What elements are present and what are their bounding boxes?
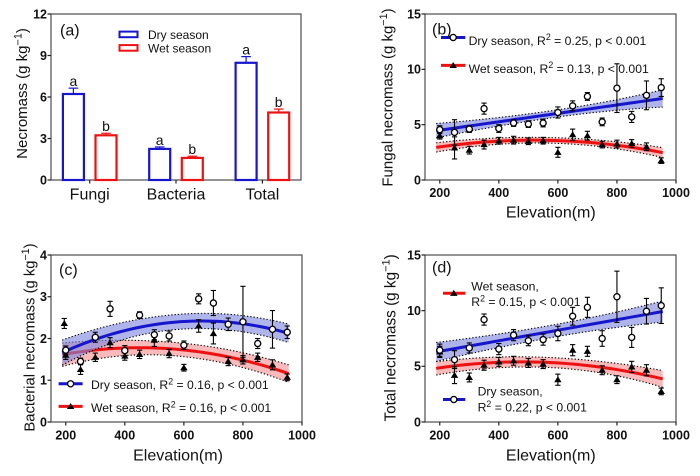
svg-text:3: 3 xyxy=(40,290,47,304)
svg-text:b: b xyxy=(102,118,110,134)
svg-text:12: 12 xyxy=(33,7,47,21)
svg-text:200: 200 xyxy=(429,186,450,200)
svg-text:a: a xyxy=(70,73,78,89)
svg-text:Elevation(m): Elevation(m) xyxy=(133,447,223,464)
svg-text:1000: 1000 xyxy=(662,186,690,200)
svg-text:Wet season: Wet season xyxy=(148,41,211,55)
svg-text:10: 10 xyxy=(407,304,421,318)
svg-text:1000: 1000 xyxy=(288,428,316,442)
svg-text:b: b xyxy=(188,141,196,157)
svg-text:a: a xyxy=(156,132,164,148)
svg-text:2: 2 xyxy=(40,332,47,346)
svg-text:15: 15 xyxy=(407,248,421,262)
svg-text:3: 3 xyxy=(40,132,47,146)
svg-text:800: 800 xyxy=(232,428,253,442)
svg-text:Necromass (g kg−1): Necromass (g kg−1) xyxy=(12,28,31,159)
svg-text:800: 800 xyxy=(606,428,627,442)
svg-text:Fungal necromass (g kg−1): Fungal necromass (g kg−1) xyxy=(378,8,397,186)
svg-text:0: 0 xyxy=(40,173,47,187)
svg-text:800: 800 xyxy=(606,186,627,200)
svg-text:Wet season,: Wet season, xyxy=(471,279,539,293)
svg-text:Fungi: Fungi xyxy=(70,186,110,203)
svg-text:400: 400 xyxy=(114,428,135,442)
svg-text:Elevation(m): Elevation(m) xyxy=(506,204,596,221)
svg-text:Dry season, R2 = 0.16, p < 0.0: Dry season, R2 = 0.16, p < 0.001 xyxy=(91,376,269,392)
svg-text:10: 10 xyxy=(407,63,421,77)
svg-text:200: 200 xyxy=(55,428,76,442)
svg-text:600: 600 xyxy=(547,186,568,200)
svg-text:Dry season,: Dry season, xyxy=(478,384,543,398)
svg-text:0: 0 xyxy=(414,415,421,429)
svg-text:(a): (a) xyxy=(60,23,80,40)
svg-text:Elevation(m): Elevation(m) xyxy=(506,447,596,464)
svg-text:Total necromass (g kg−1): Total necromass (g kg−1) xyxy=(381,254,400,421)
svg-text:Wet season, R2 = 0.16, p < 0.0: Wet season, R2 = 0.16, p < 0.001 xyxy=(91,399,271,415)
svg-text:9: 9 xyxy=(40,49,47,63)
svg-text:0: 0 xyxy=(414,173,421,187)
svg-text:a: a xyxy=(242,42,250,58)
svg-text:R2 = 0.22, p < 0.001: R2 = 0.22, p < 0.001 xyxy=(478,399,587,415)
svg-text:Bacterial necromass (g kg−1): Bacterial necromass (g kg−1) xyxy=(20,243,39,431)
svg-text:1000: 1000 xyxy=(662,428,690,442)
svg-text:b: b xyxy=(275,94,283,110)
svg-text:(c): (c) xyxy=(59,262,78,279)
svg-text:Bacteria: Bacteria xyxy=(147,186,206,203)
svg-text:Total: Total xyxy=(246,186,280,203)
svg-text:5: 5 xyxy=(414,118,421,132)
svg-text:R2 = 0.15, p < 0.001: R2 = 0.15, p < 0.001 xyxy=(471,294,580,310)
svg-text:(b): (b) xyxy=(432,22,452,39)
svg-text:1: 1 xyxy=(40,374,47,388)
svg-text:200: 200 xyxy=(429,428,450,442)
svg-text:600: 600 xyxy=(173,428,194,442)
svg-text:Dry season: Dry season xyxy=(148,28,209,42)
svg-text:6: 6 xyxy=(40,90,47,104)
svg-text:400: 400 xyxy=(488,428,509,442)
svg-text:5: 5 xyxy=(414,360,421,374)
svg-text:400: 400 xyxy=(488,186,509,200)
svg-text:Dry season, R2 = 0.25, p < 0.0: Dry season, R2 = 0.25, p < 0.001 xyxy=(469,32,647,48)
svg-text:600: 600 xyxy=(547,428,568,442)
svg-text:4: 4 xyxy=(40,248,47,262)
svg-text:15: 15 xyxy=(407,7,421,21)
svg-text:(d): (d) xyxy=(432,260,452,277)
svg-text:0: 0 xyxy=(40,415,47,429)
svg-text:Wet season, R2 = 0.13, p < 0.0: Wet season, R2 = 0.13, p < 0.001 xyxy=(469,60,649,76)
